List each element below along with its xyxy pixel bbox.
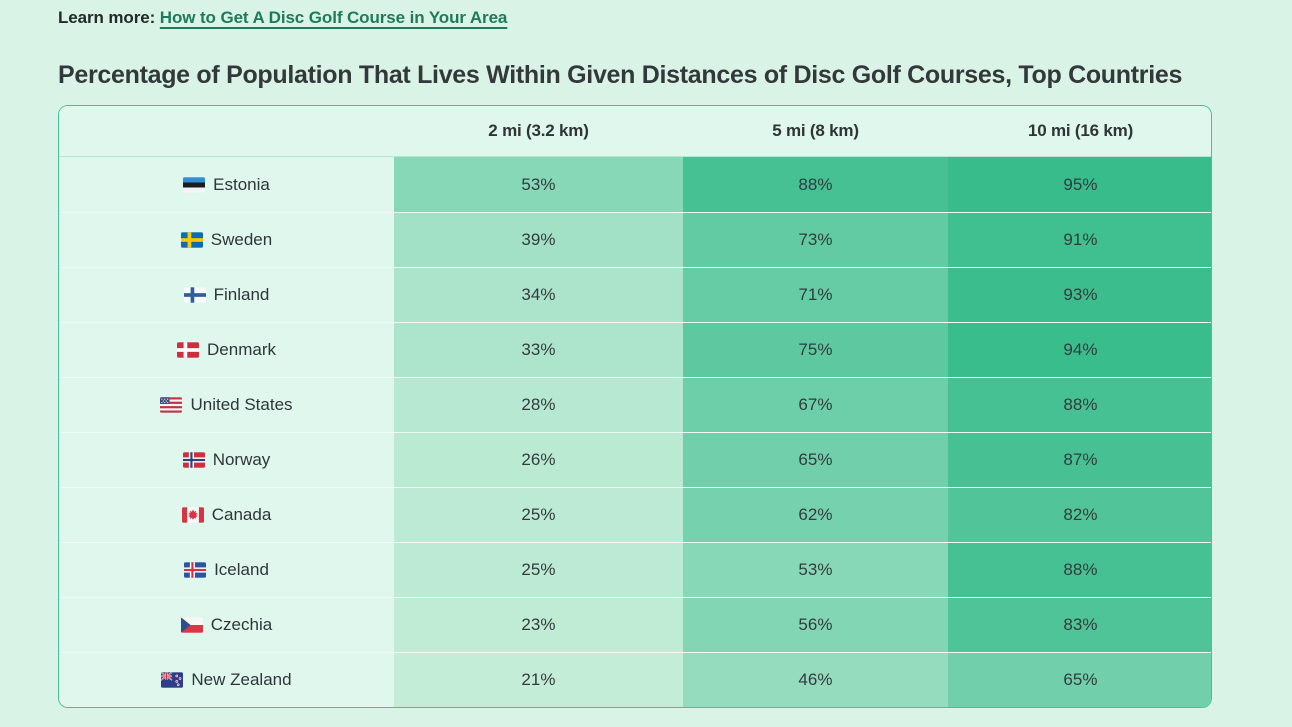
country-cell: Iceland <box>59 543 394 597</box>
value-cell: 56% <box>683 598 948 652</box>
value-cell: 34% <box>394 268 683 322</box>
flag-estonia-icon <box>183 176 206 193</box>
table-row: Estonia 53% 88% 95% <box>59 157 1211 212</box>
country-cell: Estonia <box>59 157 394 212</box>
page-title: Percentage of Population That Lives With… <box>58 61 1183 89</box>
value-cell: 94% <box>948 323 1211 377</box>
country-name: Estonia <box>213 174 270 194</box>
country-cell: New Zealand <box>59 653 394 707</box>
value-cell: 62% <box>683 488 948 542</box>
country-cell: Finland <box>59 268 394 322</box>
country-cell: Canada <box>59 488 394 542</box>
country-cell: Norway <box>59 433 394 487</box>
table-row: United States 28% 67% 88% <box>59 377 1211 432</box>
table-row: Denmark 33% 75% 94% <box>59 322 1211 377</box>
value-cell: 91% <box>948 213 1211 267</box>
country-name: Norway <box>212 450 271 469</box>
table-row: New Zealand 21% 46% 65% <box>59 652 1211 707</box>
country-cell: Denmark <box>59 323 394 377</box>
country-cell: United States <box>59 378 394 432</box>
column-header-3: 10 mi (16 km) <box>1027 121 1134 140</box>
value-cell: 23% <box>394 598 683 652</box>
value-cell: 75% <box>683 323 948 377</box>
value-cell: 26% <box>394 433 683 487</box>
value-cell: 93% <box>948 268 1211 322</box>
flag-finland-icon <box>183 287 206 303</box>
country-name: Sweden <box>210 230 273 249</box>
flag-norway-icon <box>182 452 205 468</box>
value-cell: 83% <box>948 598 1211 652</box>
country-cell: Sweden <box>59 213 394 267</box>
value-cell: 67% <box>683 378 948 432</box>
column-header-1: 2 mi (3.2 km) <box>488 121 589 140</box>
country-name: Finland <box>213 285 270 304</box>
value-cell: 25% <box>394 488 683 542</box>
table-row: Canada 25% 62% 82% <box>59 487 1211 542</box>
flag-usa-icon <box>160 397 183 413</box>
flag-sweden-icon <box>180 232 203 248</box>
value-cell: 82% <box>948 488 1211 542</box>
country-cell: Czechia <box>59 598 394 652</box>
value-cell: 25% <box>394 543 683 597</box>
value-cell: 65% <box>683 433 948 487</box>
flag-canada-icon <box>181 507 204 523</box>
page-content: Learn more: How to Get A Disc Golf Cours… <box>58 7 1292 708</box>
value-cell: 71% <box>683 268 948 322</box>
learn-more-label: Learn more: <box>58 8 156 27</box>
country-name: Denmark <box>207 340 276 359</box>
country-name: Iceland <box>214 560 269 579</box>
value-cell: 53% <box>394 157 683 212</box>
value-cell: 73% <box>683 213 948 267</box>
country-name: United States <box>190 395 293 414</box>
flag-new-zealand-icon <box>161 672 184 688</box>
value-cell: 53% <box>683 543 948 597</box>
value-cell: 46% <box>683 653 948 707</box>
table-row: Iceland 25% 53% 88% <box>59 542 1211 597</box>
table-body: Estonia 53% 88% 95% Sweden 39% 73% 91% Finland 34… <box>59 157 1211 707</box>
country-name: Czechia <box>210 615 273 634</box>
value-cell: 87% <box>948 433 1211 487</box>
table-row: Czechia 23% 56% 83% <box>59 597 1211 652</box>
flag-iceland-icon <box>184 562 207 578</box>
table-header-row: 2 mi (3.2 km) 5 mi (8 km) 10 mi (16 km) <box>59 106 1211 157</box>
value-cell: 95% <box>948 157 1211 212</box>
country-name: Canada <box>211 505 272 524</box>
flag-denmark-icon <box>177 342 200 358</box>
table-row: Norway 26% 65% 87% <box>59 432 1211 487</box>
value-cell: 21% <box>394 653 683 707</box>
flag-czechia-icon <box>180 617 203 633</box>
distance-heatmap-table: 2 mi (3.2 km) 5 mi (8 km) 10 mi (16 km) Es… <box>58 105 1212 708</box>
column-header-2: 5 mi (8 km) <box>772 121 859 140</box>
table-row: Finland 34% 71% 93% <box>59 267 1211 322</box>
value-cell: 88% <box>948 543 1211 597</box>
country-name: New Zealand <box>191 670 292 689</box>
table-row: Sweden 39% 73% 91% <box>59 212 1211 267</box>
corner-cell <box>59 106 394 156</box>
value-cell: 88% <box>948 378 1211 432</box>
learn-more-link[interactable]: How to Get A Disc Golf Course in Your Ar… <box>159 8 508 27</box>
value-cell: 33% <box>394 323 683 377</box>
value-cell: 65% <box>948 653 1211 707</box>
learn-more-line: Learn more: How to Get A Disc Golf Cours… <box>58 7 1292 29</box>
value-cell: 88% <box>683 157 948 212</box>
value-cell: 28% <box>394 378 683 432</box>
value-cell: 39% <box>394 213 683 267</box>
